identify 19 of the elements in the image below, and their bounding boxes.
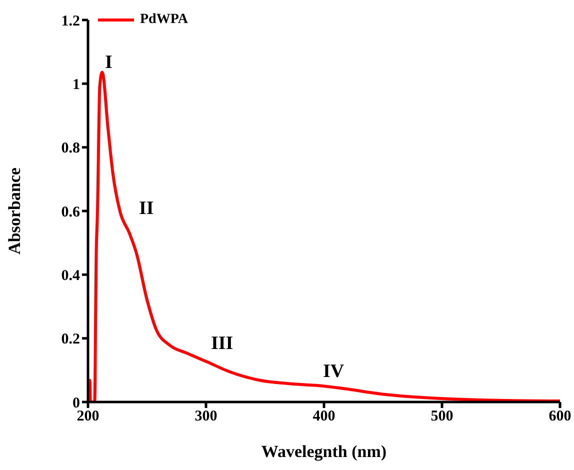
x-axis-title: Wavelegnth (nm) <box>261 442 387 461</box>
annotation: I <box>105 52 112 74</box>
legend-label: PdWPA <box>140 12 188 28</box>
y-tick-label: 0 <box>72 395 80 412</box>
x-tick-label: 500 <box>430 408 454 425</box>
x-tick-label: 400 <box>312 408 336 425</box>
x-tick-label: 300 <box>194 408 218 425</box>
y-tick-label: 1 <box>72 76 80 93</box>
y-tick-label: 0.2 <box>61 332 80 348</box>
annotation: III <box>211 333 234 355</box>
y-tick-label: 0.4 <box>61 268 80 284</box>
annotation: IV <box>323 361 344 383</box>
annotation: II <box>139 198 154 220</box>
x-tick-label: 600 <box>548 408 572 425</box>
x-tick-label: 200 <box>76 408 100 425</box>
y-tick-label: 0.8 <box>61 140 80 157</box>
y-tick-label: 0.6 <box>61 204 80 220</box>
y-tick-label: 1.2 <box>61 13 80 30</box>
y-axis-title: Absorbance <box>5 167 24 254</box>
